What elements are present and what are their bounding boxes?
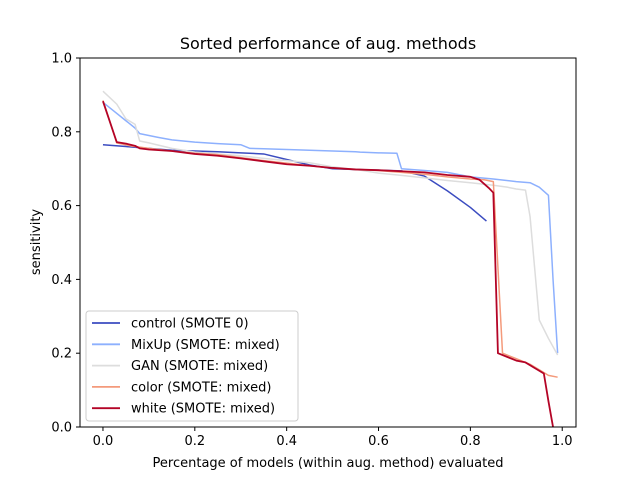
- x-tick-label: 1.0: [552, 434, 573, 449]
- y-tick-label: 0.0: [51, 421, 72, 436]
- x-axis-label: Percentage of models (within aug. method…: [153, 456, 504, 471]
- y-tick-label: 0.6: [51, 199, 72, 214]
- y-tick-label: 1.0: [51, 52, 72, 67]
- plot-frame: [79, 57, 577, 428]
- x-axis: 0.0 0.2 0.4 0.6 0.8 1.0: [93, 427, 573, 449]
- series-line-4: [102, 100, 554, 427]
- legend-label: color (SMOTE: mixed): [131, 380, 271, 395]
- x-tick-label: 0.8: [460, 434, 481, 449]
- y-axis: 0.0 0.2 0.4 0.6 0.8 1.0: [51, 52, 80, 436]
- x-tick-label: 0.2: [184, 434, 205, 449]
- x-tick-label: 0.0: [93, 434, 114, 449]
- x-tick-label: 0.6: [368, 434, 389, 449]
- legend-label: white (SMOTE: mixed): [131, 402, 275, 417]
- legend-label: control (SMOTE 0): [131, 317, 249, 332]
- legend-label: MixUp (SMOTE: mixed): [131, 338, 280, 353]
- y-axis-label: sensitivity: [29, 209, 44, 276]
- legend-label: GAN (SMOTE: mixed): [131, 359, 268, 374]
- chart-title: Sorted performance of aug. methods: [180, 34, 476, 53]
- y-tick-label: 0.8: [51, 125, 72, 140]
- y-tick-label: 0.4: [51, 273, 72, 288]
- legend: control (SMOTE 0) MixUp (SMOTE: mixed) GAN…: [85, 310, 299, 422]
- y-tick-label: 0.2: [51, 347, 72, 362]
- series-line-1: [102, 101, 559, 354]
- x-tick-label: 0.4: [276, 434, 297, 449]
- legend-box: [85, 310, 299, 422]
- series-layer: [102, 90, 559, 427]
